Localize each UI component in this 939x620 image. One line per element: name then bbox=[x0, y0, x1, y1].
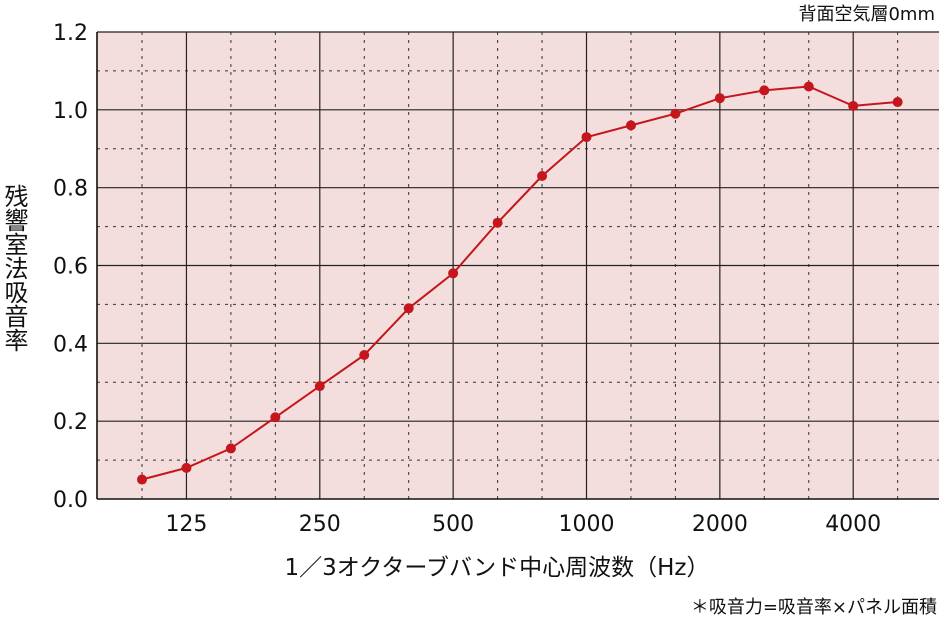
data-point bbox=[359, 350, 370, 361]
footnote: ＊吸音力=吸音率×パネル面積 bbox=[691, 597, 937, 618]
y-tick-label: 0.6 bbox=[53, 255, 88, 280]
data-point bbox=[670, 108, 681, 119]
data-point bbox=[625, 120, 636, 131]
y-tick-label: 0.8 bbox=[53, 177, 88, 202]
x-tick-label: 125 bbox=[165, 512, 207, 537]
data-point bbox=[759, 85, 770, 96]
y-tick-label: 0.0 bbox=[53, 488, 88, 513]
series-line bbox=[141, 85, 898, 481]
data-point bbox=[848, 100, 859, 111]
x-tick-label: 250 bbox=[299, 512, 341, 537]
data-point bbox=[137, 474, 147, 485]
x-tick-label: 4000 bbox=[825, 512, 881, 537]
x-axis-label: 1／3オクターブバンド中心周波数（Hz） bbox=[284, 555, 709, 581]
y-tick-labels: 0.0 0.2 0.4 0.6 0.8 1.0 1.2 bbox=[53, 21, 88, 513]
data-point bbox=[403, 303, 414, 314]
data-point bbox=[181, 462, 192, 473]
data-point bbox=[803, 81, 814, 92]
y-tick-label: 1.0 bbox=[53, 99, 88, 124]
data-point bbox=[270, 412, 281, 423]
data-point bbox=[537, 170, 548, 181]
y-tick-label: 0.2 bbox=[53, 410, 88, 435]
major-grid bbox=[97, 31, 939, 499]
y-tick-label: 1.2 bbox=[53, 21, 88, 46]
data-point bbox=[448, 268, 459, 279]
series-group bbox=[137, 81, 903, 485]
x-tick-label: 500 bbox=[432, 512, 474, 537]
x-tick-labels: 125 250 500 1000 2000 4000 bbox=[165, 512, 881, 537]
data-point bbox=[314, 381, 325, 392]
data-point bbox=[892, 97, 903, 108]
y-axis-label: 残響室法吸音率 bbox=[0, 184, 28, 352]
x-tick-label: 2000 bbox=[692, 512, 748, 537]
data-point bbox=[492, 217, 503, 228]
data-point bbox=[581, 132, 592, 143]
x-tick-label: 1000 bbox=[559, 512, 615, 537]
axes bbox=[96, 32, 939, 500]
data-point bbox=[714, 93, 725, 104]
y-tick-label: 0.4 bbox=[53, 332, 88, 357]
top-right-note: 背面空気層0mm bbox=[798, 4, 935, 25]
data-point bbox=[225, 443, 236, 454]
